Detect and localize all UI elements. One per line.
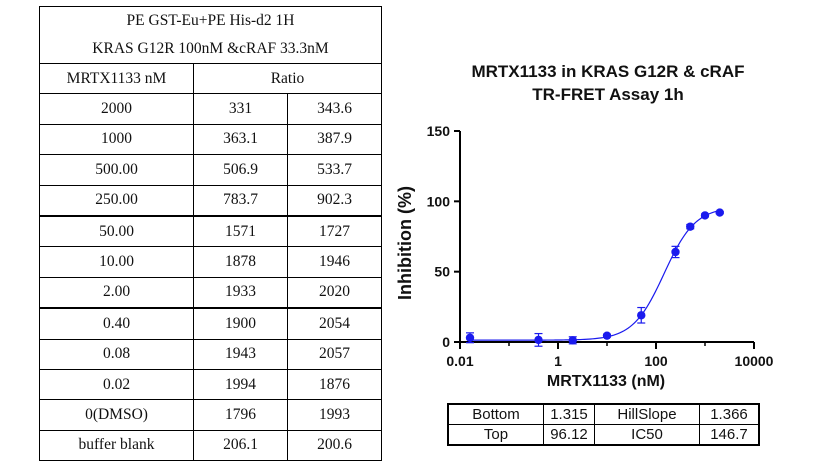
x-tick-label: 10000 xyxy=(735,353,774,369)
data-point xyxy=(568,336,577,345)
top-label: Top xyxy=(447,424,544,446)
conc-cell: 0(DMSO) xyxy=(39,399,194,431)
table-title-line2: KRAS G12R 100nM &cRAF 33.3nM xyxy=(39,35,382,64)
ratio-cell: 2054 xyxy=(287,307,382,340)
ratio-cell: 1878 xyxy=(193,246,288,278)
conc-cell: 2000 xyxy=(39,93,194,125)
table-row: 2000 331 343.6 xyxy=(39,93,382,125)
table-row: 1000 363.1 387.9 xyxy=(39,123,382,156)
table-row: 0.08 1943 2057 xyxy=(39,338,382,370)
chart-title-line1: MRTX1133 in KRAS G12R & cRAF xyxy=(471,62,744,81)
col-header-concentration: MRTX1133 nM xyxy=(39,62,194,95)
ratio-cell: 533.7 xyxy=(287,154,382,186)
dose-response-chart: MRTX1133 in KRAS G12R & cRAF TR-FRET Ass… xyxy=(395,62,774,390)
chart-title-line2: TR-FRET Assay 1h xyxy=(532,85,683,104)
data-point xyxy=(715,208,724,217)
conc-cell: 0.40 xyxy=(39,307,194,340)
ratio-cell: 1943 xyxy=(193,338,288,370)
ratio-cell: 783.7 xyxy=(193,184,288,217)
y-tick-label: 0 xyxy=(442,334,450,350)
table-row: 0(DMSO) 1796 1993 xyxy=(39,399,382,431)
fit-curve-path xyxy=(470,209,720,341)
ratio-cell: 206.1 xyxy=(193,429,288,462)
ratio-cell: 1993 xyxy=(287,399,382,431)
axes: 0 50 100 150 0.01 1 100 10000 xyxy=(427,123,774,369)
ratio-cell: 387.9 xyxy=(287,123,382,156)
hillslope-value: 1.366 xyxy=(699,403,760,425)
data-point xyxy=(671,247,680,257)
ratio-cell: 2057 xyxy=(287,338,382,370)
y-axis-label: Inhibition (%) xyxy=(395,186,415,300)
table-row: buffer blank 206.1 200.6 xyxy=(39,429,382,462)
ratio-cell: 1796 xyxy=(193,399,288,431)
ratio-cell: 506.9 xyxy=(193,154,288,186)
data-point xyxy=(602,331,612,340)
fit-parameters-table: Bottom 1.315 HillSlope 1.366 Top 96.12 I… xyxy=(447,403,760,446)
data-point xyxy=(534,335,543,345)
table-row: 0.40 1900 2054 xyxy=(39,307,382,340)
ic50-label: IC50 xyxy=(594,424,700,446)
table-row: 250.00 783.7 902.3 xyxy=(39,184,382,217)
table-row: 10.00 1878 1946 xyxy=(39,246,382,278)
conc-cell: 2.00 xyxy=(39,276,194,309)
ratio-cell: 1876 xyxy=(287,368,382,401)
ratio-cell: 1571 xyxy=(193,214,288,248)
ratio-data-table: PE GST-Eu+PE His-d2 1H KRAS G12R 100nM &… xyxy=(39,6,382,462)
data-point xyxy=(637,311,646,320)
data-points xyxy=(465,208,724,347)
hillslope-label: HillSlope xyxy=(594,403,700,425)
ratio-cell: 1727 xyxy=(287,214,382,248)
conc-cell: 250.00 xyxy=(39,184,194,217)
col-header-ratio: Ratio xyxy=(193,62,382,95)
ratio-cell: 1946 xyxy=(287,246,382,278)
table-row: 0.02 1994 1876 xyxy=(39,368,382,401)
ratio-cell: 902.3 xyxy=(287,184,382,217)
conc-cell: 50.00 xyxy=(39,214,194,248)
ratio-cell: 1900 xyxy=(193,307,288,340)
ic50-value: 146.7 xyxy=(699,424,760,446)
data-point xyxy=(465,333,475,342)
conc-cell: 0.02 xyxy=(39,368,194,401)
x-axis-label: MRTX1133 (nM) xyxy=(547,373,665,390)
conc-cell: buffer blank xyxy=(39,429,194,462)
x-tick-label: 1 xyxy=(554,353,562,369)
table-title-line1: PE GST-Eu+PE His-d2 1H xyxy=(39,6,382,35)
top-value: 96.12 xyxy=(543,424,595,446)
bottom-label: Bottom xyxy=(447,403,544,425)
ratio-cell: 2020 xyxy=(287,276,382,309)
ratio-cell: 363.1 xyxy=(193,123,288,156)
data-point xyxy=(700,211,710,220)
ratio-cell: 343.6 xyxy=(287,93,382,125)
bottom-value: 1.315 xyxy=(543,403,595,425)
ratio-cell: 1933 xyxy=(193,276,288,309)
y-tick-label: 100 xyxy=(427,193,451,209)
x-tick-label: 0.01 xyxy=(446,353,473,369)
ratio-cell: 200.6 xyxy=(287,429,382,462)
table-row: 50.00 1571 1727 xyxy=(39,214,382,248)
table-row: 500.00 506.9 533.7 xyxy=(39,154,382,186)
conc-cell: 500.00 xyxy=(39,154,194,186)
ratio-cell: 1994 xyxy=(193,368,288,401)
table-row: 2.00 1933 2020 xyxy=(39,276,382,309)
ratio-cell: 331 xyxy=(193,93,288,125)
conc-cell: 0.08 xyxy=(39,338,194,370)
y-tick-label: 50 xyxy=(434,264,450,280)
fit-curve xyxy=(470,209,720,341)
data-point xyxy=(686,222,695,231)
conc-cell: 10.00 xyxy=(39,246,194,278)
x-tick-label: 100 xyxy=(644,353,668,369)
conc-cell: 1000 xyxy=(39,123,194,156)
y-tick-label: 150 xyxy=(427,123,451,139)
